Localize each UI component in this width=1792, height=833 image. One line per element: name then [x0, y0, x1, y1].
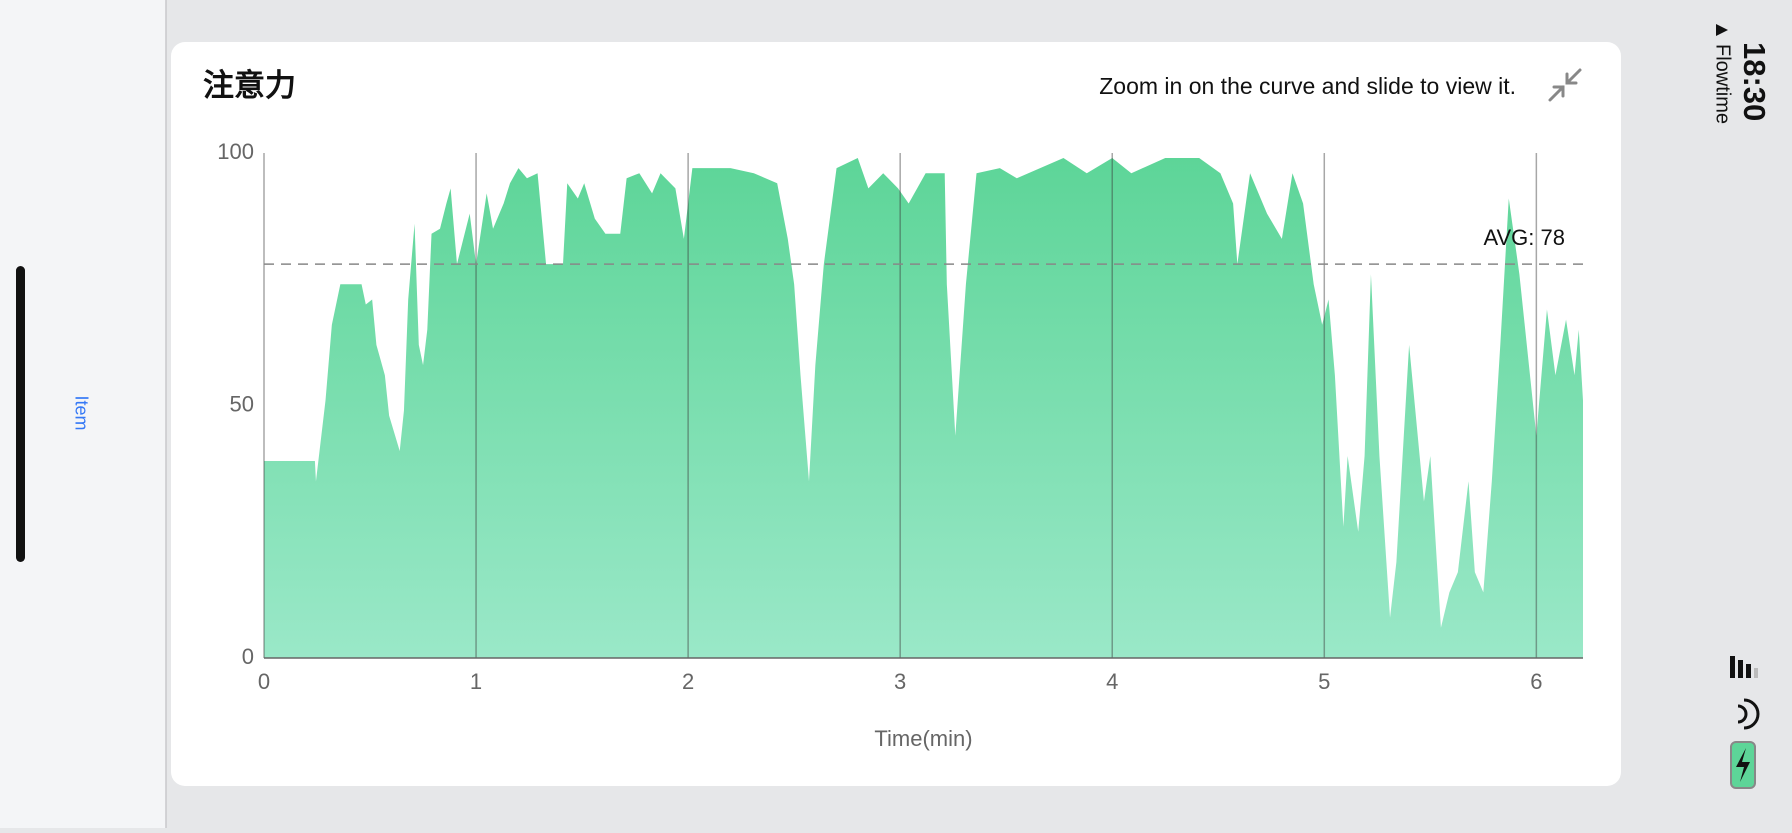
- card-title: 注意力: [203, 68, 296, 103]
- x-tick-label: 1: [470, 669, 482, 694]
- x-tick-label: 6: [1530, 669, 1542, 694]
- avg-label: AVG: 78: [1483, 225, 1565, 250]
- y-tick-label: 100: [217, 139, 254, 164]
- sidebar: [0, 0, 166, 828]
- x-tick-label: 4: [1106, 669, 1118, 694]
- signal-icon: [1730, 656, 1758, 678]
- sidebar-item[interactable]: Item: [71, 395, 91, 430]
- x-axis-title: Time(min): [874, 726, 972, 751]
- back-arrow: [1716, 24, 1728, 36]
- drag-handle[interactable]: [16, 266, 25, 562]
- status-bar: 18:30 Flowtime: [1712, 24, 1772, 789]
- hint: Zoom in on the curve and slide to view i…: [1099, 73, 1516, 99]
- wifi-icon: [1737, 698, 1760, 730]
- back-link[interactable]: Flowtime: [1712, 44, 1734, 124]
- x-tick-label: 0: [258, 669, 270, 694]
- y-tick-label: 0: [242, 644, 254, 669]
- x-tick-label: 3: [894, 669, 906, 694]
- charging-bolt: [1736, 748, 1750, 782]
- x-tick-label: 5: [1318, 669, 1330, 694]
- y-tick-label: 50: [230, 391, 254, 416]
- x-tick-label: 2: [682, 669, 694, 694]
- clock: 18:30: [1737, 42, 1772, 121]
- attention-area: [264, 158, 1583, 659]
- collapse-icon[interactable]: [1548, 68, 1582, 102]
